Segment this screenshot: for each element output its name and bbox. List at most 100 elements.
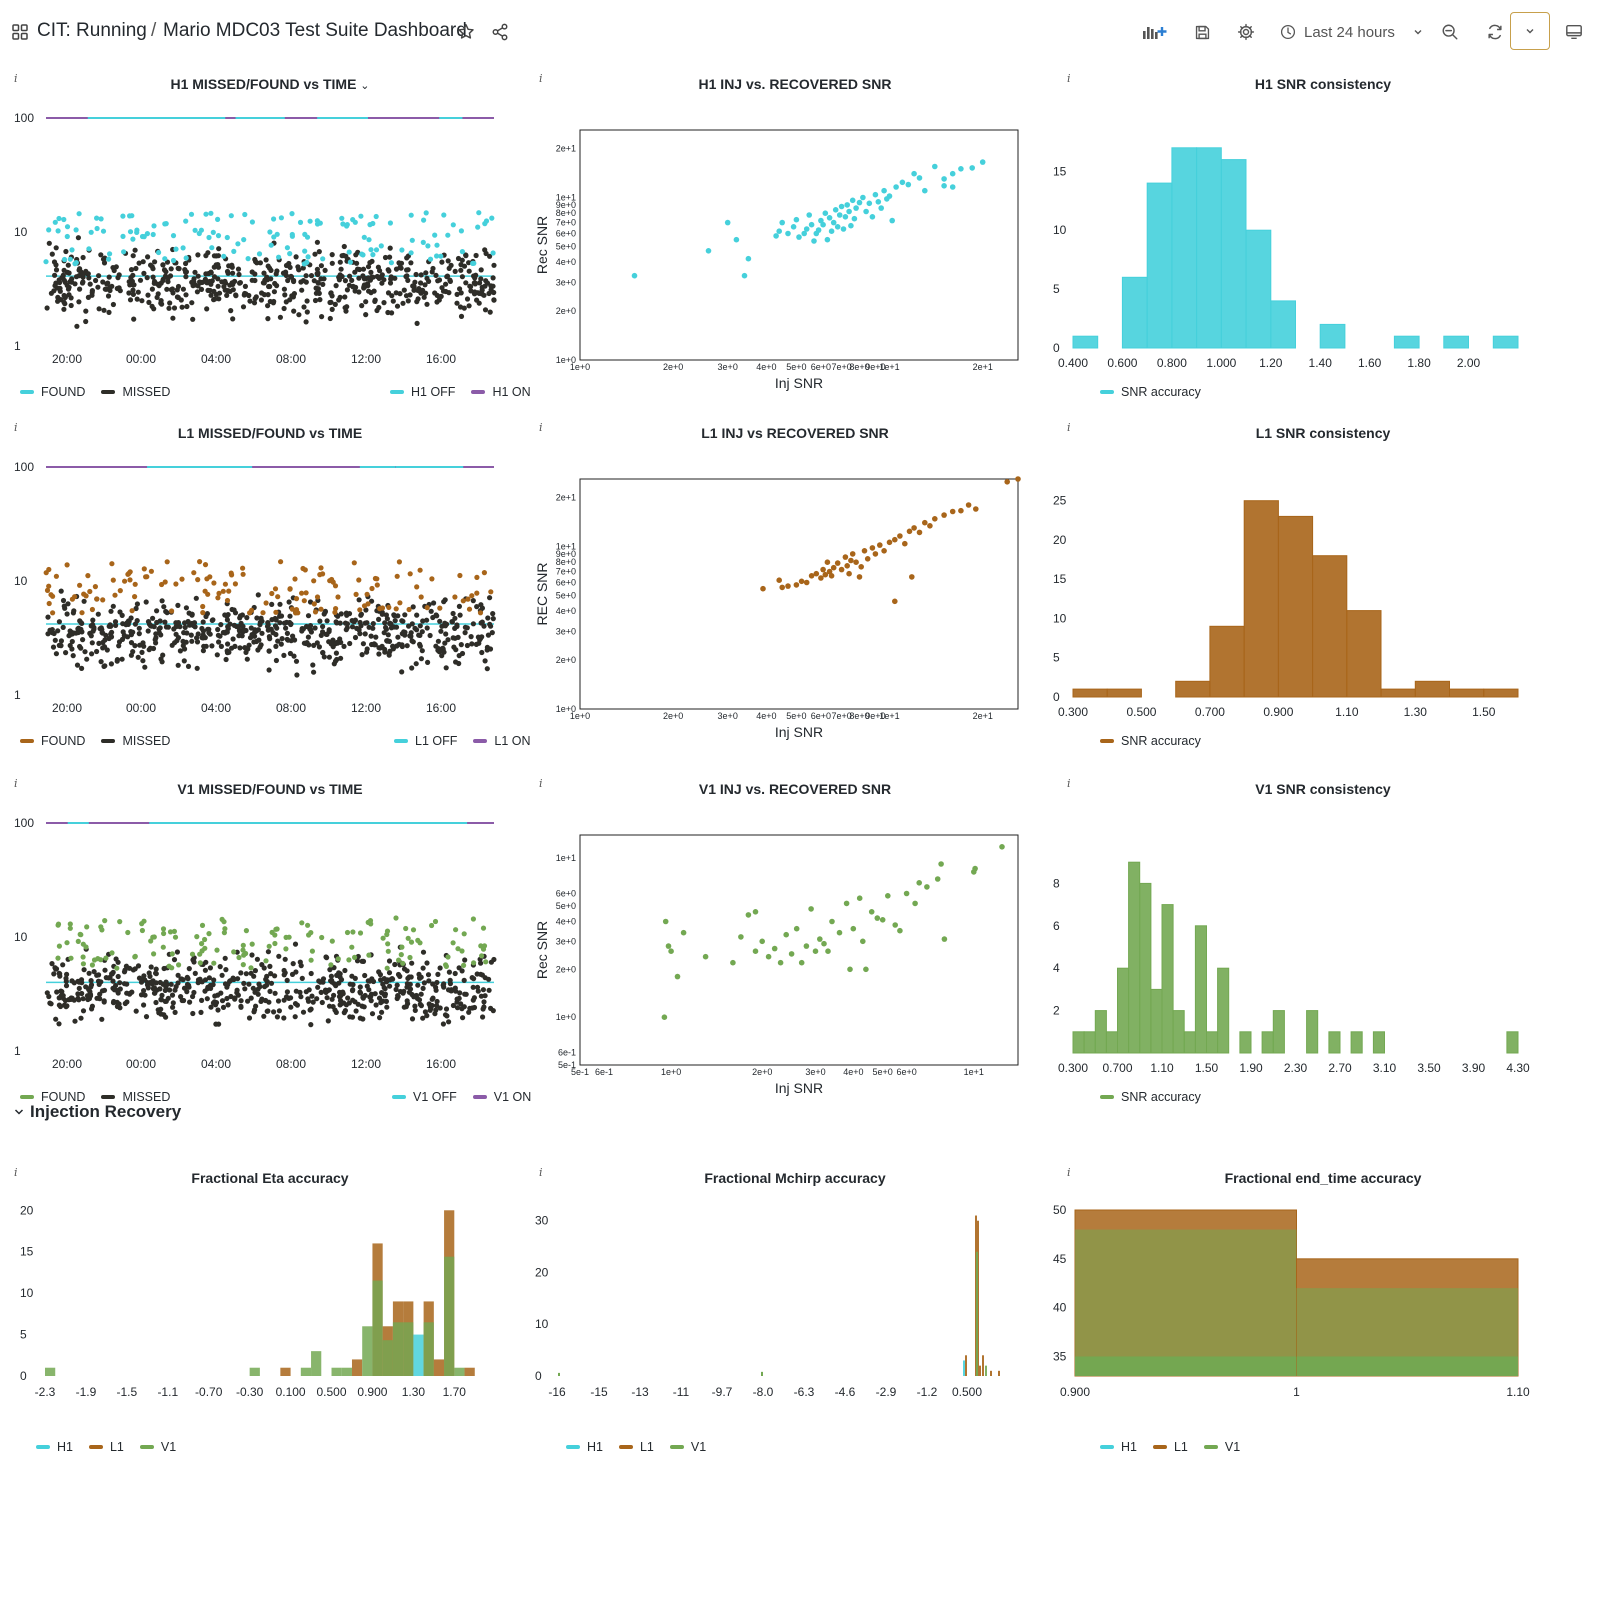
star-icon[interactable]: [456, 22, 476, 42]
missed-point: [192, 269, 198, 275]
info-icon[interactable]: i: [1067, 421, 1071, 434]
panel-title[interactable]: L1 INJ vs RECOVERED SNR: [701, 425, 889, 441]
panel-l1-missed-found-vs-time[interactable]: i L1 MISSED/FOUND vs TIME 100 10 1 20:00 00:…: [10, 421, 530, 755]
panel-h1-missed-found-vs-time[interactable]: i H1 MISSED/FOUND vs TIME ⌄ 100 10 1 20:00 0…: [10, 72, 530, 406]
legend-item-snr-accuracy[interactable]: SNR accuracy: [1100, 1090, 1201, 1104]
missed-point: [317, 297, 323, 303]
panel-v1-inj-vs-recovered-snr[interactable]: i V1 INJ vs. RECOVERED SNR 5e-1 6e-1 1e+0 2…: [534, 777, 1055, 1111]
legend-item-h1[interactable]: H1: [1100, 1440, 1137, 1454]
legend-item-snr-accuracy[interactable]: SNR accuracy: [1100, 385, 1201, 399]
info-icon[interactable]: i: [14, 421, 18, 434]
legend-item-found[interactable]: FOUND: [20, 734, 85, 748]
add-panel-icon[interactable]: [1142, 22, 1168, 42]
panel-title[interactable]: Fractional end_time accuracy: [1224, 1170, 1422, 1186]
time-range-picker[interactable]: Last 24 hours: [1280, 18, 1423, 46]
missed-point: [61, 299, 67, 305]
legend-item-missed[interactable]: MISSED: [101, 734, 170, 748]
tv-mode-monitor-icon[interactable]: [1564, 22, 1584, 42]
legend-item-off[interactable]: V1 OFF: [392, 1090, 457, 1104]
zoom-out-icon[interactable]: [1440, 22, 1460, 42]
data-point: [853, 559, 859, 565]
legend-item-h1[interactable]: H1: [36, 1440, 73, 1454]
panel-fractional-end-time-accuracy[interactable]: i Fractional end_time accuracy 35 40 45 50 0…: [1053, 1166, 1583, 1470]
found-point: [335, 594, 341, 600]
missed-point: [433, 984, 439, 990]
legend-item-on[interactable]: L1 ON: [473, 734, 531, 748]
missed-point: [341, 252, 347, 259]
refresh-icon[interactable]: [1485, 22, 1505, 42]
legend-item-l1[interactable]: L1: [618, 1440, 654, 1454]
legend-item-off[interactable]: H1 OFF: [390, 385, 455, 399]
row-header-injection-recovery[interactable]: Injection Recovery: [14, 1102, 181, 1122]
info-icon[interactable]: i: [539, 777, 543, 790]
data-point: [822, 571, 829, 578]
dashboard-title[interactable]: Mario MDC03 Test Suite Dashboard: [163, 20, 467, 41]
panel-title[interactable]: Fractional Mchirp accuracy: [704, 1170, 886, 1186]
panel-title[interactable]: V1 INJ vs. RECOVERED SNR: [698, 781, 892, 797]
info-icon[interactable]: i: [539, 421, 543, 434]
panel-title[interactable]: H1 MISSED/FOUND vs TIME ⌄: [10, 76, 530, 92]
refresh-interval-dropdown[interactable]: [1510, 12, 1550, 50]
settings-gear-icon[interactable]: [1236, 22, 1256, 42]
panel-fractional-eta-accuracy[interactable]: i Fractional Eta accuracy 0 5 10 15 20 -2.3 -1…: [10, 1166, 530, 1470]
info-icon[interactable]: i: [539, 1166, 543, 1179]
legend-item-h1[interactable]: H1: [566, 1440, 603, 1454]
panel-title[interactable]: V1 SNR consistency: [1255, 781, 1391, 797]
found-point: [418, 594, 424, 600]
missed-point: [90, 628, 96, 634]
legend-item-l1[interactable]: L1: [88, 1440, 124, 1454]
info-icon[interactable]: i: [14, 72, 18, 85]
found-point: [162, 579, 168, 585]
found-point: [132, 954, 138, 960]
panel-l1-inj-vs-recovered-snr[interactable]: i L1 INJ vs RECOVERED SNR 1e+0 2e+0 3e+0 4e…: [534, 421, 1055, 755]
missed-point: [326, 987, 332, 993]
dashboards-grid-icon[interactable]: [12, 24, 28, 40]
legend-item-missed[interactable]: MISSED: [101, 1090, 170, 1104]
panel-title[interactable]: L1 SNR consistency: [1255, 425, 1391, 441]
legend-item-found[interactable]: FOUND: [20, 1090, 85, 1104]
panel-fractional-mchirp-accuracy[interactable]: i Fractional Mchirp accuracy 0 10 20 30 -16-…: [535, 1166, 1055, 1470]
info-icon[interactable]: i: [14, 777, 18, 790]
legend-item-snr-accuracy[interactable]: SNR accuracy: [1100, 734, 1201, 748]
legend-item-off[interactable]: L1 OFF: [394, 734, 457, 748]
missed-point: [204, 996, 210, 1002]
info-icon[interactable]: i: [1067, 777, 1071, 790]
panel-v1-snr-consistency[interactable]: i V1 SNR consistency 2 4 6 8 0.300 0.700 1.10 1…: [1053, 777, 1583, 1111]
legend-item-v1[interactable]: V1: [669, 1440, 706, 1454]
info-icon[interactable]: i: [539, 72, 543, 85]
panel-h1-inj-vs-recovered-snr[interactable]: i H1 INJ vs. RECOVERED SNR 1e+0 2e+0 3e+0 4…: [534, 72, 1055, 406]
info-icon[interactable]: i: [1067, 72, 1071, 85]
legend-item-found[interactable]: FOUND: [20, 385, 85, 399]
missed-point: [376, 651, 382, 657]
histogram-bar: [1372, 1031, 1385, 1054]
legend-item-on[interactable]: H1 ON: [471, 385, 531, 399]
legend-item-on[interactable]: V1 ON: [472, 1090, 531, 1104]
panel-title[interactable]: Fractional Eta accuracy: [191, 1170, 349, 1186]
panel-v1-missed-found-vs-time[interactable]: i V1 MISSED/FOUND vs TIME 100 10 1 20:00 00:…: [10, 777, 530, 1111]
panel-title[interactable]: H1 SNR consistency: [1254, 76, 1392, 92]
breadcrumb-folder[interactable]: CIT: Running: [37, 20, 147, 41]
legend-item-v1[interactable]: V1: [139, 1440, 176, 1454]
save-icon[interactable]: [1192, 22, 1212, 42]
info-icon[interactable]: i: [1067, 1166, 1071, 1179]
panel-l1-snr-consistency[interactable]: i L1 SNR consistency 0 5 10 15 20 25 0.300 0.50…: [1053, 421, 1583, 755]
panel-title[interactable]: H1 INJ vs. RECOVERED SNR: [698, 76, 892, 92]
histogram-bar: [45, 1367, 56, 1376]
x-tick-label: -16: [548, 1385, 566, 1399]
legend-item-missed[interactable]: MISSED: [101, 385, 170, 399]
legend-item-v1[interactable]: V1: [1203, 1440, 1240, 1454]
y-tick-label: 8: [1053, 876, 1060, 890]
panel-title[interactable]: L1 MISSED/FOUND vs TIME: [177, 425, 363, 441]
x-tick-label: -9.7: [712, 1385, 733, 1399]
missed-point: [170, 290, 176, 296]
panel-h1-snr-consistency[interactable]: i H1 SNR consistency 0 5 10 15 0.400 0.600 0.8…: [1053, 72, 1583, 406]
share-icon[interactable]: [490, 22, 510, 42]
missed-point: [47, 1000, 53, 1006]
legend-item-l1[interactable]: L1: [1152, 1440, 1188, 1454]
panel-title[interactable]: V1 MISSED/FOUND vs TIME: [177, 781, 363, 797]
missed-point: [420, 965, 426, 971]
missed-point: [421, 294, 427, 300]
info-icon[interactable]: i: [14, 1166, 18, 1179]
missed-point: [103, 975, 109, 981]
